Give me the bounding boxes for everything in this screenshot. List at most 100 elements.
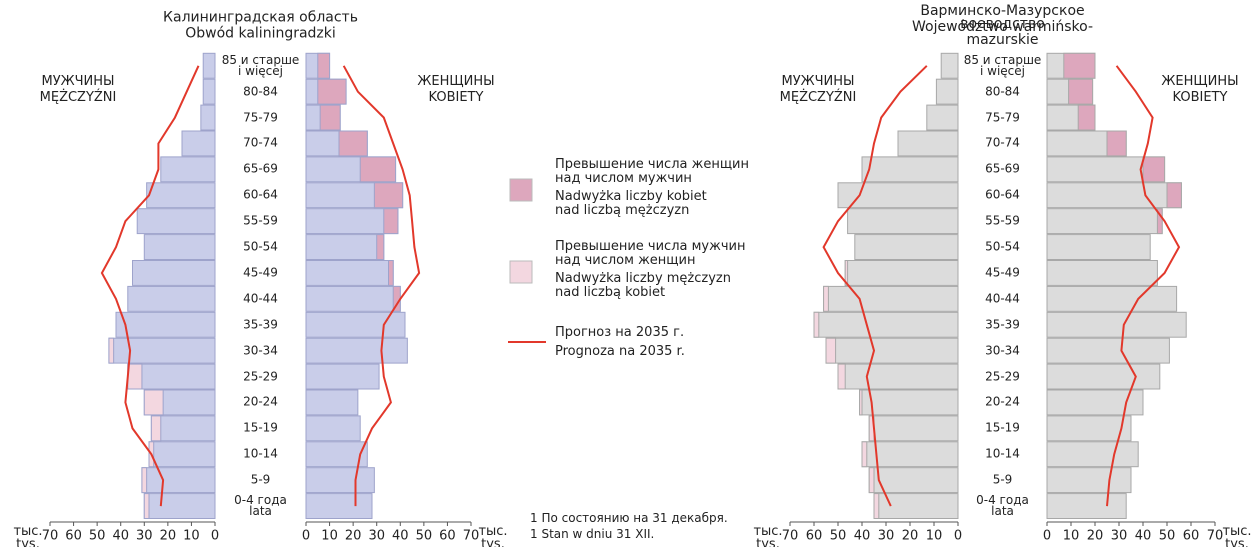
age-label: 5-9 bbox=[250, 472, 271, 487]
female-excess bbox=[1068, 78, 1094, 105]
female-label: ЖЕНЩИНЫ KOBIETY bbox=[1161, 74, 1239, 105]
legend-label: Nadwyżka liczby mężczyzn nad liczbą kobi… bbox=[555, 271, 731, 300]
female-bar bbox=[305, 363, 380, 390]
age-label: 80-84 bbox=[985, 84, 1020, 99]
chart-title: Варминско-Мазурское воеводство bbox=[920, 3, 1085, 32]
x-tick-label: 30 bbox=[136, 529, 153, 544]
x-tick-label: 60 bbox=[806, 529, 823, 544]
male-bar bbox=[861, 156, 959, 183]
legend-label: Превышение числа мужчин над числом женщи… bbox=[555, 239, 746, 268]
female-excess bbox=[317, 52, 331, 79]
female-excess bbox=[376, 234, 385, 261]
legend-label: Prognoza na 2035 r. bbox=[555, 344, 685, 359]
x-tick-label: 70 bbox=[463, 529, 480, 544]
x-tick-label: 10 bbox=[1063, 529, 1080, 544]
x-tick-label: 40 bbox=[112, 529, 129, 544]
legend-label: Превышение числа женщин над числом мужчи… bbox=[555, 157, 750, 186]
female-excess bbox=[1106, 130, 1127, 157]
x-tick-label: 10 bbox=[321, 529, 338, 544]
male-bar bbox=[837, 363, 959, 390]
age-label: 60-64 bbox=[985, 187, 1020, 202]
chart-title: Калининградская область bbox=[163, 9, 358, 26]
female-bar bbox=[1046, 467, 1132, 494]
female-excess bbox=[319, 104, 341, 131]
female-excess bbox=[338, 130, 368, 157]
x-tick-label: 60 bbox=[65, 529, 82, 544]
age-label: 25-29 bbox=[985, 369, 1020, 384]
age-label: 40-44 bbox=[985, 291, 1020, 306]
age-label: 20-24 bbox=[985, 394, 1020, 409]
female-bar bbox=[305, 415, 361, 442]
age-label: 65-69 bbox=[243, 161, 278, 176]
female-bar bbox=[1046, 285, 1178, 312]
female-bar bbox=[305, 234, 385, 261]
male-bar bbox=[935, 78, 959, 105]
male-excess bbox=[873, 493, 880, 520]
age-label: 10-14 bbox=[985, 446, 1020, 461]
x-tick-label: 50 bbox=[89, 529, 106, 544]
male-bar bbox=[150, 415, 216, 442]
female-excess bbox=[1063, 52, 1096, 79]
x-tick-label: 30 bbox=[1111, 529, 1128, 544]
male-bar bbox=[940, 52, 959, 79]
x-tick-label: 40 bbox=[1135, 529, 1152, 544]
male-bar bbox=[132, 260, 216, 286]
male-bar bbox=[115, 311, 216, 338]
male-excess bbox=[127, 363, 143, 390]
male-excess bbox=[859, 389, 863, 416]
male-bar bbox=[141, 467, 216, 494]
forecast-line bbox=[100, 65, 200, 507]
male-excess bbox=[143, 493, 150, 520]
female-excess bbox=[1166, 182, 1182, 209]
female-bar bbox=[1046, 311, 1187, 338]
female-bar bbox=[1046, 363, 1161, 390]
female-bar bbox=[305, 389, 359, 416]
age-label: 30-34 bbox=[243, 343, 278, 358]
forecast-line bbox=[1106, 65, 1181, 507]
legend-swatch bbox=[509, 178, 533, 202]
footnote: 1 По состоянию на 31 декабря. bbox=[530, 511, 728, 525]
x-tick-label: 10 bbox=[183, 529, 200, 544]
x-tick-label: 40 bbox=[392, 529, 409, 544]
x-tick-label: 20 bbox=[1087, 529, 1104, 544]
female-bar bbox=[1046, 208, 1163, 235]
male-bar bbox=[813, 311, 959, 338]
female-excess bbox=[388, 260, 394, 286]
male-bar bbox=[146, 182, 216, 209]
legend-label: Nadwyżka liczby kobiet nad liczbą mężczy… bbox=[555, 189, 707, 218]
male-excess bbox=[150, 415, 162, 442]
male-excess bbox=[825, 337, 837, 364]
age-label: 10-14 bbox=[243, 446, 278, 461]
male-bar bbox=[148, 441, 216, 468]
age-label: 85 и старше i więcej bbox=[963, 52, 1042, 78]
age-label: 50-54 bbox=[985, 239, 1020, 254]
x-tick-label: 20 bbox=[902, 529, 919, 544]
male-bar bbox=[202, 52, 216, 79]
male-bar bbox=[202, 78, 216, 105]
male-bar bbox=[200, 104, 216, 131]
male-bar bbox=[143, 493, 216, 520]
male-bar bbox=[181, 130, 216, 157]
x-tick-label: 30 bbox=[368, 529, 385, 544]
age-label: 70-74 bbox=[243, 135, 278, 150]
male-label: МУЖЧИНЫ MĘŻCZYŹNI bbox=[779, 74, 857, 105]
x-tick-label: 60 bbox=[439, 529, 456, 544]
forecast-line bbox=[342, 65, 421, 507]
male-bar bbox=[837, 182, 959, 209]
age-label: 75-79 bbox=[985, 110, 1020, 125]
male-excess bbox=[141, 467, 148, 494]
age-label: 35-39 bbox=[985, 317, 1020, 332]
male-excess bbox=[868, 467, 875, 494]
male-bar bbox=[823, 285, 959, 312]
age-label: 30-34 bbox=[985, 343, 1020, 358]
male-bar bbox=[868, 415, 959, 442]
female-bar bbox=[305, 467, 375, 494]
age-label: 45-49 bbox=[243, 265, 278, 280]
female-excess bbox=[1142, 156, 1166, 183]
female-label: ЖЕНЩИНЫ KOBIETY bbox=[417, 74, 495, 105]
age-label: 40-44 bbox=[243, 291, 278, 306]
age-label: 25-29 bbox=[243, 369, 278, 384]
x-tick-label: 50 bbox=[830, 529, 847, 544]
